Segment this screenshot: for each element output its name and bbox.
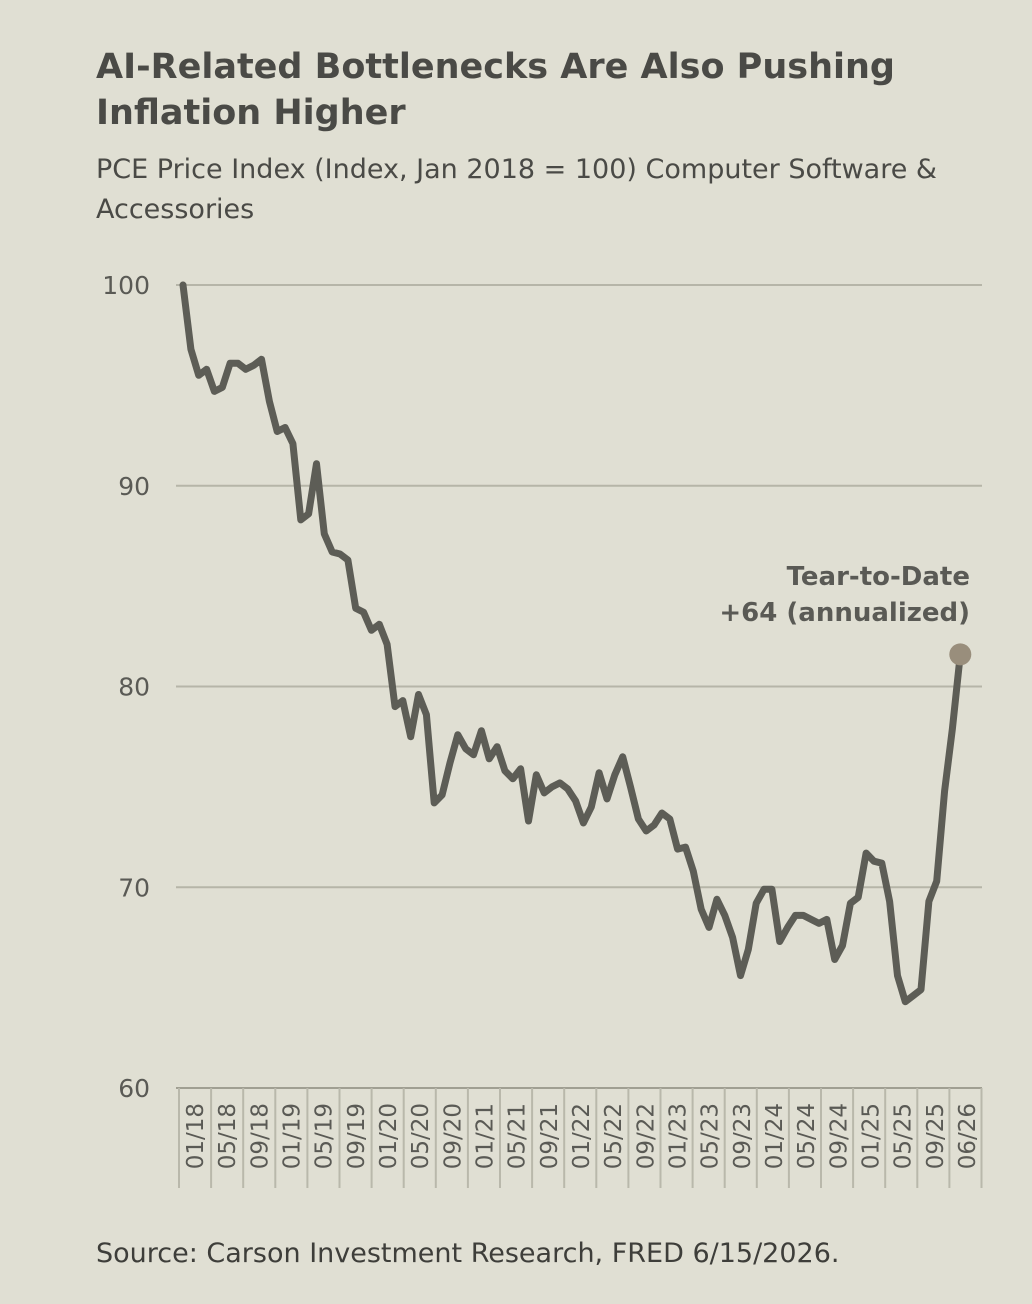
x-tick-label: 05/18 xyxy=(215,1103,241,1169)
y-tick-label: 70 xyxy=(118,873,150,902)
series-line xyxy=(179,281,964,1006)
x-tick-label: 09/22 xyxy=(633,1103,659,1169)
x-tick-label: 05/19 xyxy=(312,1103,338,1169)
x-tick-label: 01/22 xyxy=(569,1103,595,1169)
x-tick-label: 06/26 xyxy=(955,1103,981,1169)
x-tick-label: 09/21 xyxy=(537,1103,563,1169)
x-tick-label: 09/23 xyxy=(730,1103,756,1169)
x-tick-label: 05/22 xyxy=(601,1103,627,1169)
y-tick-label: 60 xyxy=(118,1074,150,1103)
x-tick-label: 05/25 xyxy=(891,1103,917,1169)
x-tick-label: 05/24 xyxy=(794,1103,820,1169)
endpoint-marker xyxy=(949,643,972,666)
x-tick-label: 09/18 xyxy=(247,1103,273,1169)
y-tick-label: 90 xyxy=(118,472,150,501)
annotation-line-2: +64 (annualized) xyxy=(719,598,970,628)
x-tick-label: 09/19 xyxy=(344,1103,370,1169)
x-tick-label: 09/20 xyxy=(440,1103,466,1169)
x-tick-label: 01/18 xyxy=(183,1103,209,1169)
x-axis: 01/18 05/18 09/18 01/19 05/19 09/19 01/20 05/20… xyxy=(178,1088,983,1188)
annotation-line-1: Tear-to-Date xyxy=(787,562,970,592)
x-tick-label: 05/21 xyxy=(505,1103,531,1169)
x-tick-label: 05/20 xyxy=(408,1103,434,1169)
x-tick-label: 09/25 xyxy=(923,1103,949,1169)
x-tick-label: 01/21 xyxy=(473,1103,499,1169)
y-tick-label: 80 xyxy=(118,673,150,702)
x-tick-label: 01/25 xyxy=(859,1103,885,1169)
source-note: Source: Carson Investment Research, FRED… xyxy=(96,1238,840,1269)
annotation-layer: Tear-to-Date +64 (annualized) xyxy=(719,562,970,628)
x-tick-label: 01/20 xyxy=(376,1103,402,1169)
y-tick-label: 100 xyxy=(102,271,150,300)
x-tick-label: 09/24 xyxy=(826,1103,852,1169)
x-tick-label: 01/23 xyxy=(666,1103,692,1169)
x-tick-label: 01/19 xyxy=(280,1103,306,1169)
y-axis: 60 70 80 90 100 xyxy=(102,271,150,1103)
x-tick-label: 05/23 xyxy=(698,1103,724,1169)
chart-subtitle: PCE Price Index (Index, Jan 2018 = 100) … xyxy=(96,154,937,225)
series-layer xyxy=(179,281,972,1006)
x-tick-label: 01/24 xyxy=(762,1103,788,1169)
gridlines xyxy=(176,284,982,1089)
chart-title: AI-Related Bottlenecks Are Also Pushing … xyxy=(96,47,895,133)
